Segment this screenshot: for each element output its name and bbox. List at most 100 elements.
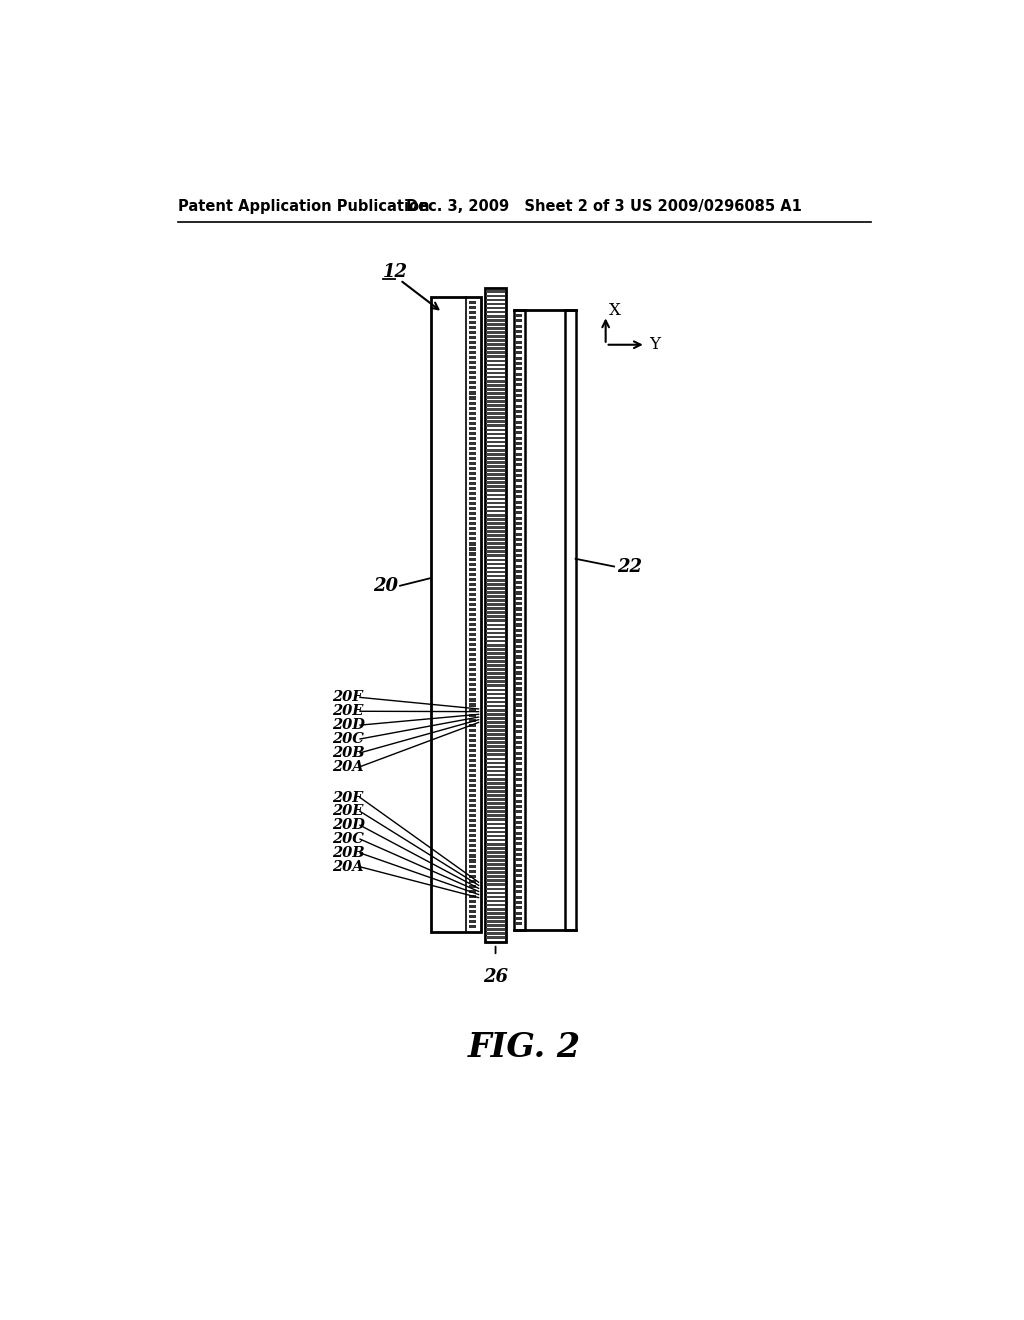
Bar <box>486 676 505 678</box>
Bar <box>469 593 476 595</box>
Bar <box>469 795 476 797</box>
Text: 20C: 20C <box>333 832 365 846</box>
Text: 20C: 20C <box>333 733 365 746</box>
Bar <box>486 668 505 671</box>
Bar <box>486 319 505 322</box>
Bar <box>515 500 522 504</box>
Bar <box>486 558 505 561</box>
Bar <box>469 634 476 636</box>
Bar <box>515 602 522 605</box>
Bar <box>486 843 505 846</box>
Bar <box>469 884 476 888</box>
Bar <box>515 853 522 855</box>
Bar <box>469 628 476 631</box>
Bar <box>486 742 505 744</box>
Bar <box>515 539 522 541</box>
Bar <box>515 469 522 471</box>
Bar <box>469 346 476 350</box>
Bar <box>515 858 522 862</box>
Bar <box>486 685 505 688</box>
Bar <box>486 648 505 651</box>
Bar <box>486 347 505 350</box>
Bar <box>515 784 522 787</box>
Bar <box>469 401 476 405</box>
Bar <box>469 900 476 903</box>
Bar <box>565 310 575 929</box>
Bar <box>469 573 476 576</box>
Bar <box>486 343 505 346</box>
Bar <box>469 426 476 430</box>
Bar <box>469 895 476 898</box>
Bar <box>515 756 522 760</box>
Bar <box>515 698 522 701</box>
Bar <box>469 879 476 883</box>
Bar <box>515 767 522 771</box>
Bar <box>486 900 505 903</box>
Bar <box>486 562 505 565</box>
Bar <box>431 297 481 932</box>
Text: 20B: 20B <box>333 746 365 760</box>
Bar <box>469 774 476 777</box>
Bar <box>486 421 505 424</box>
Bar <box>469 437 476 440</box>
Bar <box>469 653 476 656</box>
Bar <box>486 867 505 870</box>
Bar <box>486 437 505 440</box>
Bar <box>486 834 505 837</box>
Bar <box>469 446 476 450</box>
Bar <box>515 704 522 706</box>
Bar <box>469 432 476 434</box>
Bar <box>469 451 476 455</box>
Bar <box>515 774 522 776</box>
Bar <box>515 330 522 333</box>
Bar <box>486 725 505 727</box>
Bar <box>469 799 476 803</box>
Bar <box>515 484 522 488</box>
Bar <box>486 875 505 878</box>
Bar <box>469 326 476 329</box>
Bar <box>486 449 505 451</box>
Bar <box>486 290 505 293</box>
Bar <box>469 457 476 459</box>
Bar <box>486 855 505 858</box>
Bar <box>469 306 476 309</box>
Bar <box>486 791 505 793</box>
Bar <box>486 550 505 553</box>
Bar <box>515 623 522 627</box>
Bar <box>515 388 522 392</box>
Bar <box>486 355 505 358</box>
Bar <box>469 387 476 389</box>
Bar <box>486 521 505 524</box>
Bar <box>486 570 505 573</box>
Bar <box>515 506 522 510</box>
Bar <box>515 917 522 920</box>
Bar <box>486 851 505 854</box>
Bar <box>486 400 505 403</box>
Bar <box>469 704 476 706</box>
Bar <box>486 672 505 675</box>
Bar <box>469 568 476 570</box>
Bar <box>486 384 505 387</box>
Text: 12: 12 <box>383 264 409 281</box>
Bar <box>469 351 476 354</box>
Bar <box>469 417 476 420</box>
Bar <box>515 516 522 520</box>
Bar <box>486 363 505 366</box>
Bar <box>515 874 522 878</box>
Bar <box>515 378 522 381</box>
Bar <box>469 315 476 319</box>
Bar <box>469 779 476 781</box>
Bar <box>486 302 505 305</box>
Bar <box>469 865 476 867</box>
Bar <box>486 539 505 541</box>
Bar <box>486 795 505 797</box>
Bar <box>469 507 476 511</box>
Bar <box>486 457 505 459</box>
Bar <box>486 693 505 696</box>
Bar <box>469 362 476 364</box>
Bar <box>469 412 476 414</box>
Bar <box>515 762 522 766</box>
Bar <box>486 323 505 326</box>
Bar <box>515 432 522 434</box>
Bar <box>486 746 505 748</box>
